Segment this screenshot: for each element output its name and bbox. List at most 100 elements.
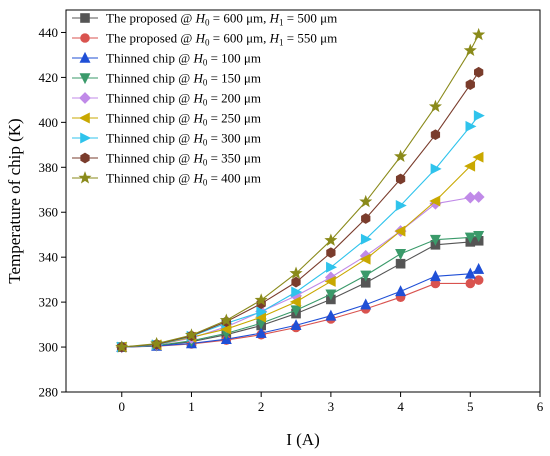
legend-label: Thinned chip @ H0 = 150 μm	[106, 71, 261, 88]
legend-marker	[78, 112, 90, 124]
data-point	[395, 249, 407, 260]
data-point	[184, 328, 198, 341]
data-point	[254, 293, 268, 306]
x-tick-label: 2	[258, 399, 265, 414]
y-tick-label: 300	[39, 340, 59, 355]
x-tick-label: 0	[119, 399, 126, 414]
legend-marker	[79, 51, 91, 63]
legend-label: Thinned chip @ H0 = 300 μm	[106, 131, 261, 148]
legend-item: Thinned chip @ H0 = 200 μm	[72, 91, 261, 108]
x-axis-title: I (A)	[286, 430, 320, 449]
y-tick-label: 400	[39, 115, 59, 130]
legend-label: Thinned chip @ H0 = 400 μm	[106, 171, 261, 188]
y-tick-label: 420	[39, 70, 59, 85]
data-point	[464, 267, 476, 279]
plot-frame	[65, 9, 541, 393]
legend-label: Thinned chip @ H0 = 250 μm	[106, 111, 261, 128]
data-point	[360, 270, 372, 282]
data-point	[463, 43, 477, 56]
data-point	[473, 275, 484, 285]
data-point	[429, 195, 441, 207]
data-point	[395, 258, 406, 269]
data-point	[473, 110, 485, 122]
y-tick-label: 360	[39, 205, 59, 220]
data-point	[289, 266, 303, 279]
data-point	[395, 200, 407, 211]
y-tick-label: 440	[39, 25, 59, 40]
data-point	[465, 278, 476, 289]
data-point	[361, 213, 371, 224]
legend: The proposed @ H0 = 600 μm, H1 = 500 μm T…	[72, 11, 337, 188]
data-point	[473, 262, 485, 274]
data-point	[395, 173, 406, 185]
data-point	[473, 231, 485, 243]
data-point	[290, 305, 302, 317]
plot-area: 0 1 2 3 4 5 6 280 300 320 340 360 380 400 420 440	[39, 9, 544, 414]
legend-label: The proposed @ H0 = 600 μm, H1 = 500 μm	[106, 11, 337, 28]
data-point	[325, 289, 337, 301]
data-point	[325, 309, 337, 321]
legend-label: Thinned chip @ H0 = 100 μm	[106, 51, 261, 68]
legend-item: The proposed @ H0 = 600 μm, H1 = 550 μm	[72, 31, 337, 48]
data-point	[324, 233, 338, 246]
data-point	[359, 253, 371, 265]
y-tick-label: 320	[39, 295, 59, 310]
y-axis-title: Temperature of chip (K)	[5, 118, 24, 283]
data-point	[464, 160, 476, 172]
data-point	[359, 194, 373, 208]
legend-marker	[78, 171, 92, 184]
data-point	[394, 225, 406, 237]
data-point	[474, 66, 484, 78]
data-point	[219, 313, 233, 326]
legend-item: Thinned chip @ H0 = 250 μm	[72, 111, 261, 128]
series-9	[115, 27, 486, 353]
data-point	[464, 232, 476, 244]
data-point	[430, 163, 442, 175]
legend-label: The proposed @ H0 = 600 μm, H1 = 550 μm	[106, 31, 337, 48]
data-point	[430, 129, 441, 141]
y-tick-label: 380	[39, 160, 59, 175]
data-point	[289, 296, 301, 308]
legend-marker	[80, 13, 90, 23]
data-point	[150, 336, 164, 350]
data-point	[255, 326, 267, 338]
legend-item: Thinned chip @ H0 = 400 μm	[72, 171, 261, 188]
data-point	[324, 275, 336, 287]
data-point	[472, 191, 485, 203]
data-point	[394, 149, 408, 163]
data-point	[428, 99, 442, 113]
series-line	[121, 156, 480, 348]
legend-item: Thinned chip @ H0 = 100 μm	[72, 51, 261, 68]
legend-marker	[79, 92, 91, 104]
data-point	[465, 79, 475, 90]
x-tick-label: 4	[397, 399, 404, 414]
data-point	[290, 319, 302, 331]
legend-label: Thinned chip @ H0 = 350 μm	[106, 151, 261, 168]
x-tick-label: 1	[188, 399, 195, 414]
legend-marker	[79, 73, 91, 85]
legend-item: Thinned chip @ H0 = 150 μm	[72, 71, 261, 88]
series-line	[121, 196, 479, 348]
data-point	[360, 233, 372, 245]
data-point	[472, 27, 486, 41]
data-point	[429, 270, 441, 282]
data-point	[395, 285, 407, 297]
data-point	[360, 298, 372, 310]
series-line	[121, 235, 479, 348]
x-tick-label: 3	[328, 399, 335, 414]
data-point	[326, 261, 338, 273]
data-point	[291, 276, 301, 288]
legend-item: Thinned chip @ H0 = 300 μm	[72, 131, 261, 148]
data-point	[256, 306, 268, 318]
legend-item: The proposed @ H0 = 600 μm, H1 = 500 μm	[72, 11, 337, 28]
data-point	[429, 234, 441, 246]
legend-marker	[80, 152, 90, 164]
data-point	[472, 151, 484, 163]
series-line	[121, 34, 480, 348]
y-tick-label: 340	[39, 250, 59, 265]
legend-item: Thinned chip @ H0 = 350 μm	[72, 151, 261, 168]
x-tick-label: 5	[467, 399, 474, 414]
data-point	[291, 286, 303, 298]
series-line	[121, 71, 480, 348]
